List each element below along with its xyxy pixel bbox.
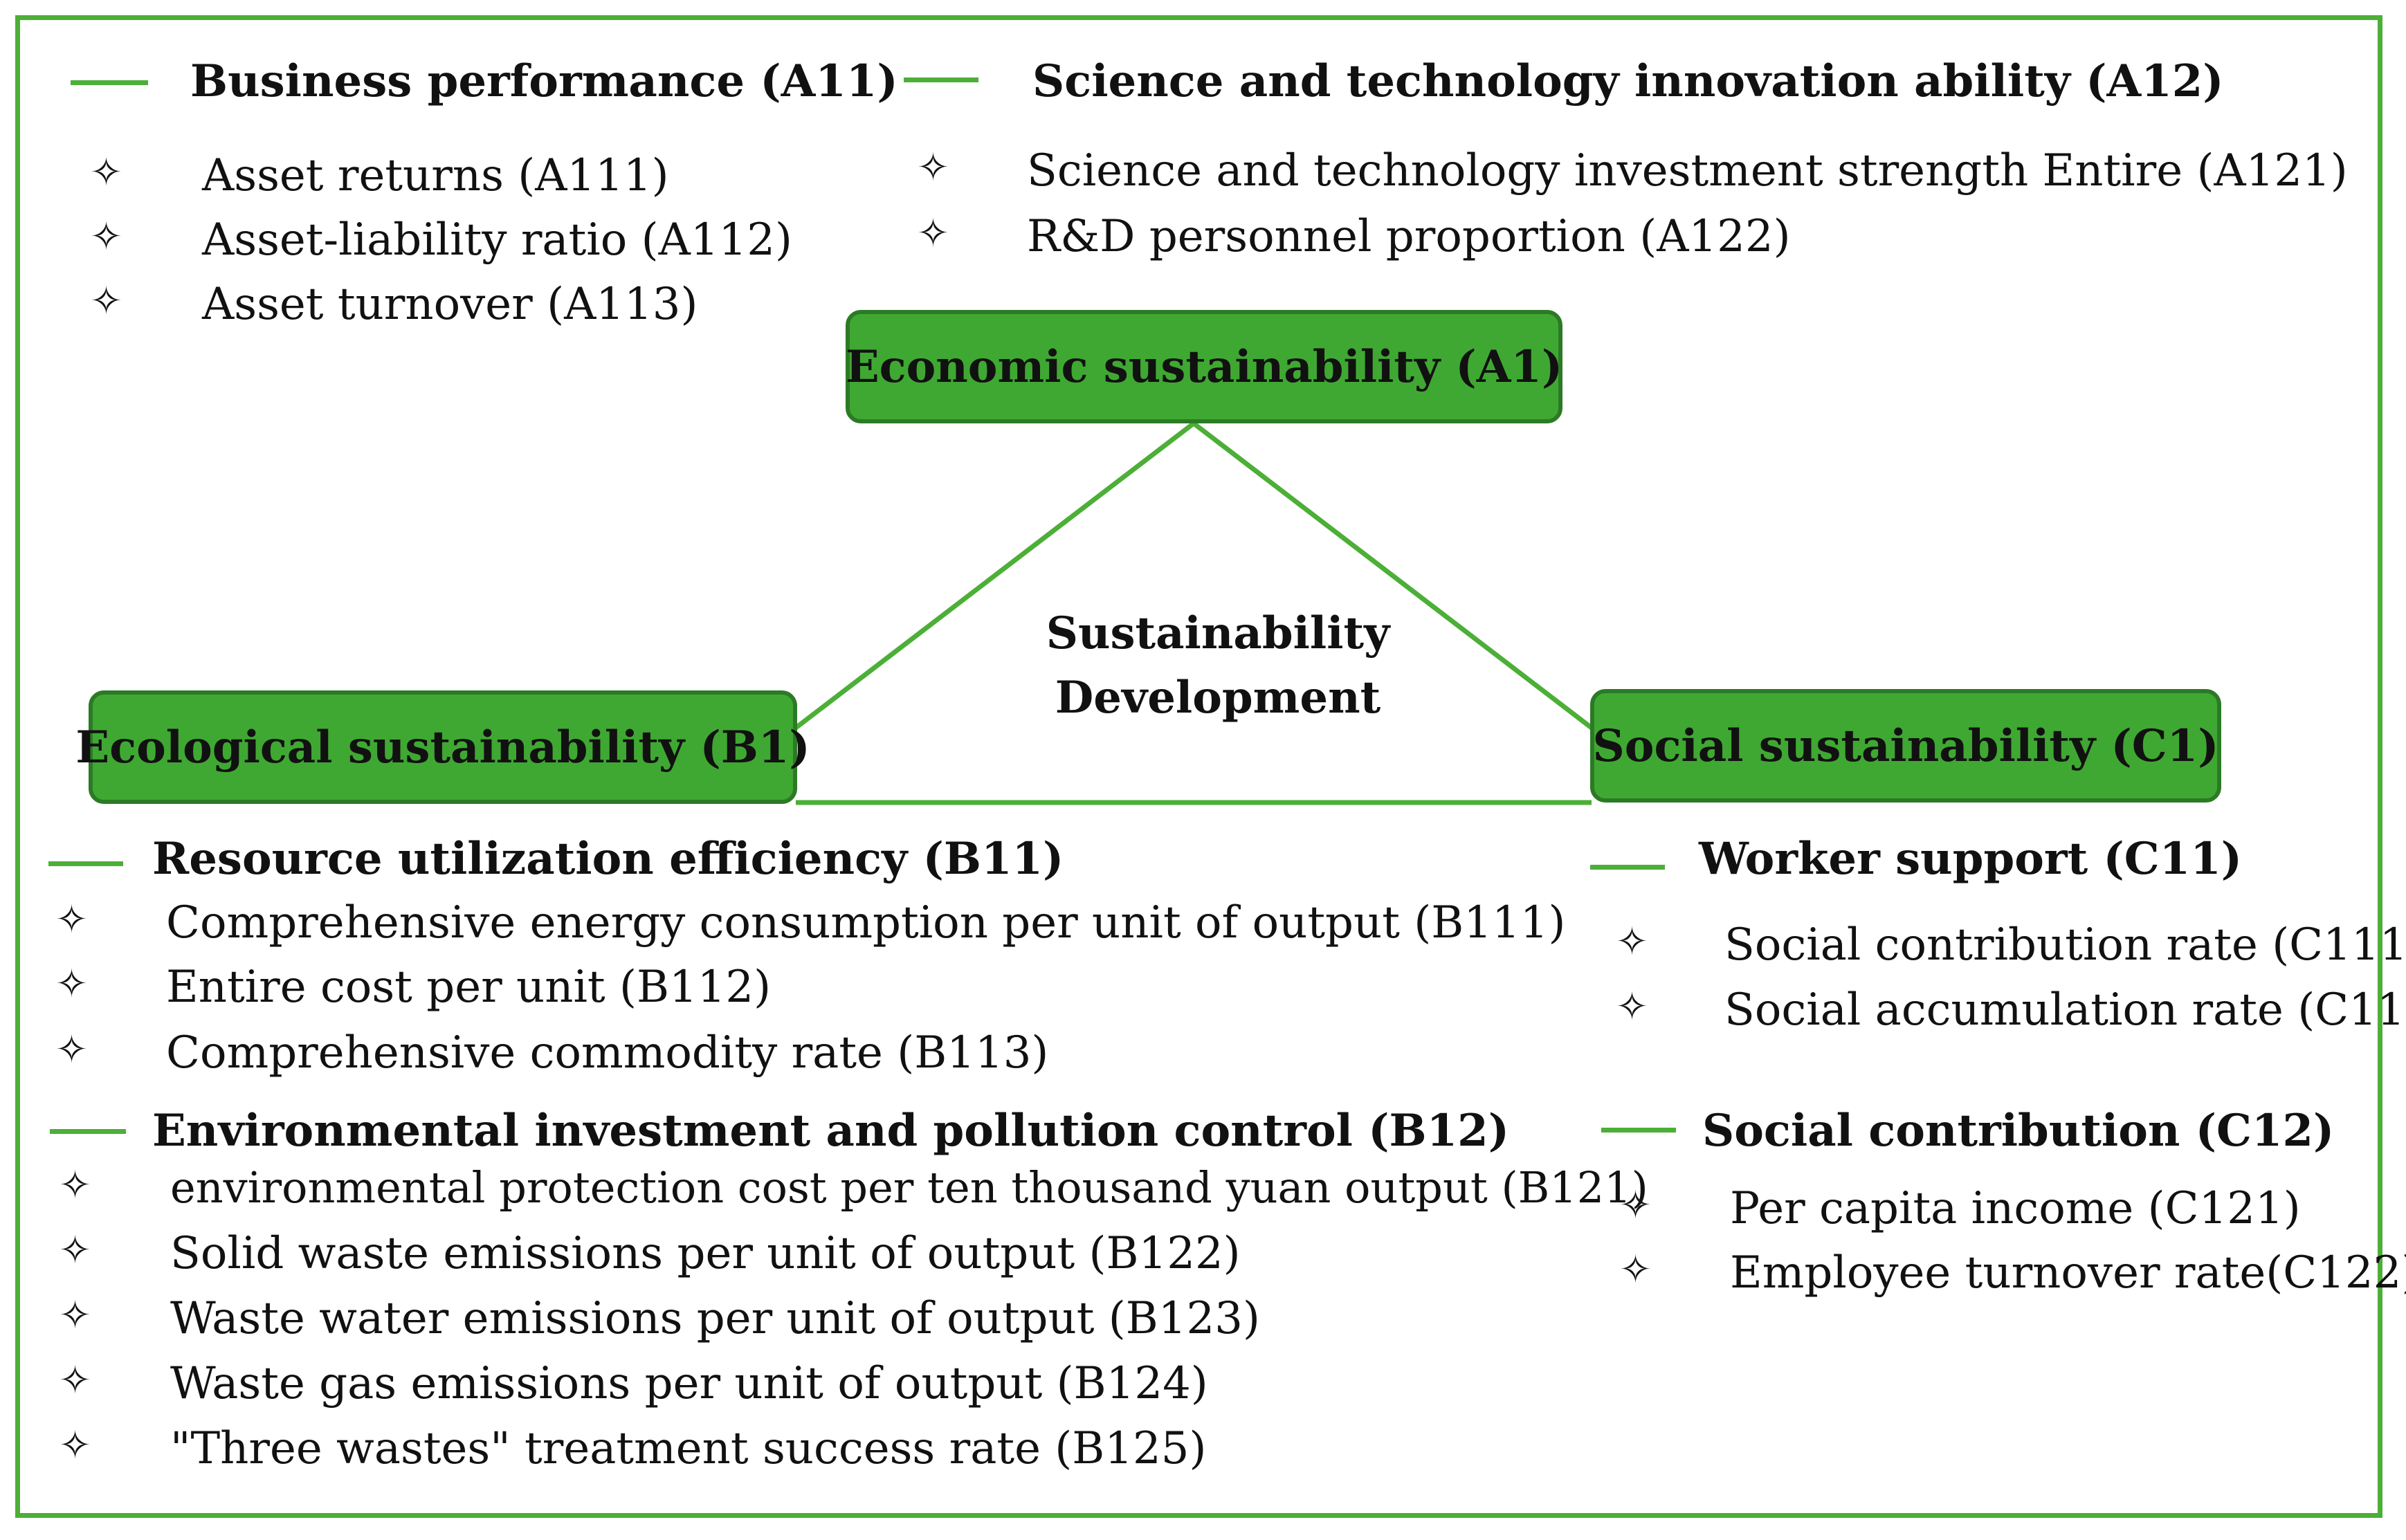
group-b12-item: Waste gas emissions per unit of output (…: [170, 1358, 1208, 1409]
node-ecological-sustainability: Ecological sustainability (B1): [75, 690, 810, 804]
four-point-star-icon: ✧: [917, 211, 949, 256]
group-a11-title: Business performance (A11): [190, 55, 898, 107]
group-b12-dash: [50, 1129, 126, 1134]
four-point-star-icon: ✧: [59, 1163, 91, 1208]
group-b12-title: Environmental investment and pollution c…: [152, 1105, 1509, 1157]
center-label: Sustainability Development: [996, 602, 1439, 731]
four-point-star-icon: ✧: [55, 897, 88, 942]
center-label-line2: Development: [1055, 671, 1381, 724]
group-b12-item: Waste water emissions per unit of output…: [170, 1293, 1260, 1344]
group-b12-item: Solid waste emissions per unit of output…: [170, 1228, 1241, 1279]
four-point-star-icon: ✧: [1619, 1183, 1652, 1228]
four-point-star-icon: ✧: [90, 214, 122, 259]
four-point-star-icon: ✧: [1619, 1247, 1652, 1292]
four-point-star-icon: ✧: [55, 962, 88, 1007]
group-a11-item: Asset turnover (A113): [202, 279, 698, 330]
group-c11-title: Worker support (C11): [1699, 833, 2242, 885]
diagram-frame: [15, 15, 2382, 1518]
group-b11-title: Resource utilization efficiency (B11): [152, 833, 1064, 885]
group-c12-item: Employee turnover rate(C122): [1730, 1247, 2406, 1299]
connector-economic-ecological: [794, 421, 1196, 730]
group-a11-item: Asset-liability ratio (A112): [202, 214, 792, 266]
group-c12-item: Per capita income (C121): [1730, 1183, 2301, 1234]
group-a12-item: Science and technology investment streng…: [1027, 145, 2348, 196]
group-c12-dash: [1601, 1128, 1676, 1133]
four-point-star-icon: ✧: [1616, 919, 1648, 964]
group-b11-item: Entire cost per unit (B112): [166, 962, 772, 1013]
four-point-star-icon: ✧: [1616, 984, 1648, 1029]
connector-economic-social: [1192, 421, 1594, 730]
group-b12-item: environmental protection cost per ten th…: [170, 1162, 1648, 1213]
group-a11-item: Asset returns (A111): [202, 150, 669, 201]
node-social-sustainability: Social sustainability (C1): [1590, 689, 2221, 803]
group-c12-title: Social contribution (C12): [1702, 1105, 2335, 1157]
four-point-star-icon: ✧: [55, 1027, 88, 1072]
group-c11-item: Social contribution rate (C111): [1724, 919, 2406, 971]
group-b11-item: Comprehensive commodity rate (B113): [166, 1027, 1049, 1079]
group-a11-dash: [71, 80, 148, 85]
group-a12-item: R&D personnel proportion (A122): [1027, 211, 1791, 262]
group-c11-dash: [1590, 865, 1665, 870]
center-label-line1: Sustainability: [1046, 607, 1390, 659]
group-b11-dash: [48, 861, 123, 866]
group-a12-title: Science and technology innovation abilit…: [1032, 55, 2224, 107]
group-b11-item: Comprehensive energy consumption per uni…: [166, 897, 1566, 948]
group-a12-dash: [904, 77, 978, 82]
four-point-star-icon: ✧: [59, 1293, 91, 1338]
group-c11-item: Social accumulation rate (C112): [1724, 984, 2406, 1036]
four-point-star-icon: ✧: [59, 1228, 91, 1273]
node-economic-sustainability: Economic sustainability (A1): [846, 310, 1562, 423]
four-point-star-icon: ✧: [917, 145, 949, 190]
group-b12-item: "Three wastes" treatment success rate (B…: [170, 1423, 1207, 1474]
four-point-star-icon: ✧: [90, 150, 122, 195]
four-point-star-icon: ✧: [59, 1423, 91, 1468]
four-point-star-icon: ✧: [59, 1358, 91, 1403]
four-point-star-icon: ✧: [90, 279, 122, 324]
